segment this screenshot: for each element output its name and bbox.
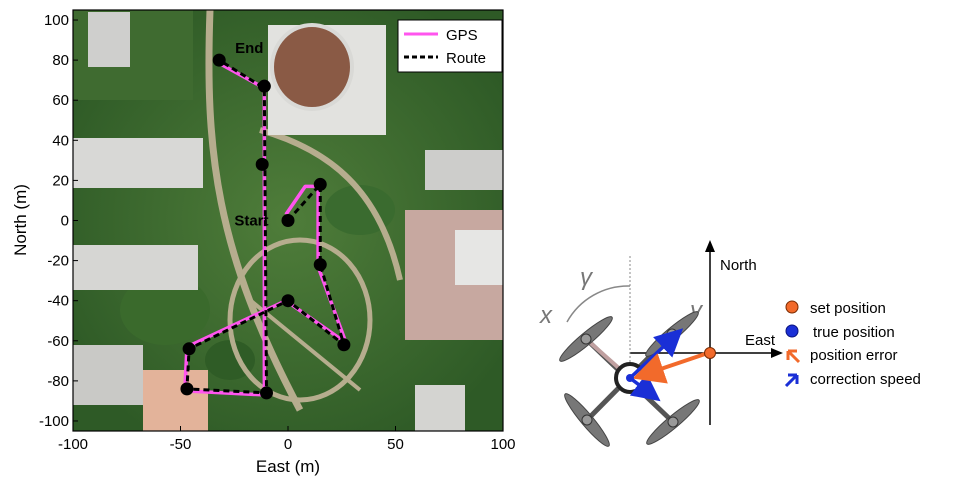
y-tick-label: 60 <box>52 92 69 109</box>
y-tick-label: -20 <box>47 253 69 270</box>
x-tick-label: -100 <box>58 436 88 453</box>
y-tick-label: 80 <box>52 52 69 69</box>
waypoint-marker <box>260 386 273 400</box>
x-tick-label: 50 <box>387 436 404 453</box>
gamma-arc <box>566 285 631 323</box>
y-tick-label: 0 <box>61 213 69 230</box>
x-axis-ticks: -100 -50 0 50 100 <box>58 426 516 453</box>
map-chart: GPS Route Start End -100 -50 0 50 100 100 80 60… <box>11 9 516 476</box>
waypoint-layer <box>180 53 351 400</box>
gamma-label: γ <box>580 264 594 291</box>
waypoint-marker <box>257 79 271 93</box>
legend-gps-label: GPS <box>446 27 478 44</box>
y-tick-label: 100 <box>44 12 69 29</box>
waypoint-marker <box>212 53 226 67</box>
x-axis-label: East (m) <box>256 457 320 476</box>
legend-position-error-label: position error <box>810 347 898 364</box>
waypoint-marker <box>281 214 295 227</box>
y-tick-label: 40 <box>52 132 69 149</box>
legend-set-position-label: set position <box>810 300 886 317</box>
chart-legend: GPS Route <box>397 19 503 73</box>
true-position-marker <box>626 374 634 382</box>
north-label: North <box>720 257 757 274</box>
east-arrowhead <box>771 348 783 358</box>
quadrotor-diagram: North East γ x y <box>539 240 921 447</box>
waypoint-marker <box>255 157 269 171</box>
waypoint-marker <box>182 342 196 356</box>
y-tick-label: 20 <box>52 172 69 189</box>
diagram-legend: set position true position position erro… <box>784 300 921 388</box>
annotation-start: Start <box>234 213 268 230</box>
waypoint-marker <box>337 338 351 352</box>
legend-route-label: Route <box>446 50 486 67</box>
y-tick-label: -80 <box>47 373 69 390</box>
y-axis-ticks: 100 80 60 40 20 0 -20 -40 -60 -80 -100 <box>39 12 78 430</box>
waypoint-marker <box>313 177 327 191</box>
y-tick-label: -40 <box>47 293 69 310</box>
aerial-photo-background <box>73 9 503 431</box>
legend-position-error-arrow <box>786 349 801 364</box>
x-tick-label: -50 <box>170 436 192 453</box>
waypoint-marker <box>180 382 194 396</box>
legend-correction-speed-label: correction speed <box>810 371 921 388</box>
legend-set-position-dot <box>785 300 799 314</box>
position-error-vector <box>632 351 709 384</box>
annotation-layer: Start End <box>234 40 268 229</box>
waypoint-marker <box>313 258 327 272</box>
legend-true-position-label: true position <box>813 324 895 341</box>
y-axis-label: North (m) <box>11 184 30 256</box>
y-tick-label: -60 <box>47 333 69 350</box>
legend-correction-speed-arrow <box>784 373 799 388</box>
annotation-end: End <box>235 40 263 57</box>
east-label: East <box>745 332 776 349</box>
y-tick-label: -100 <box>39 413 69 430</box>
north-arrowhead <box>705 240 715 252</box>
x-tick-label: 100 <box>490 436 515 453</box>
waypoint-marker <box>281 294 295 308</box>
set-position-marker <box>704 347 716 359</box>
x-tick-label: 0 <box>284 436 292 453</box>
x-body-label: x <box>539 302 553 329</box>
legend-true-position-dot <box>785 324 799 338</box>
series-route-line <box>185 58 346 395</box>
